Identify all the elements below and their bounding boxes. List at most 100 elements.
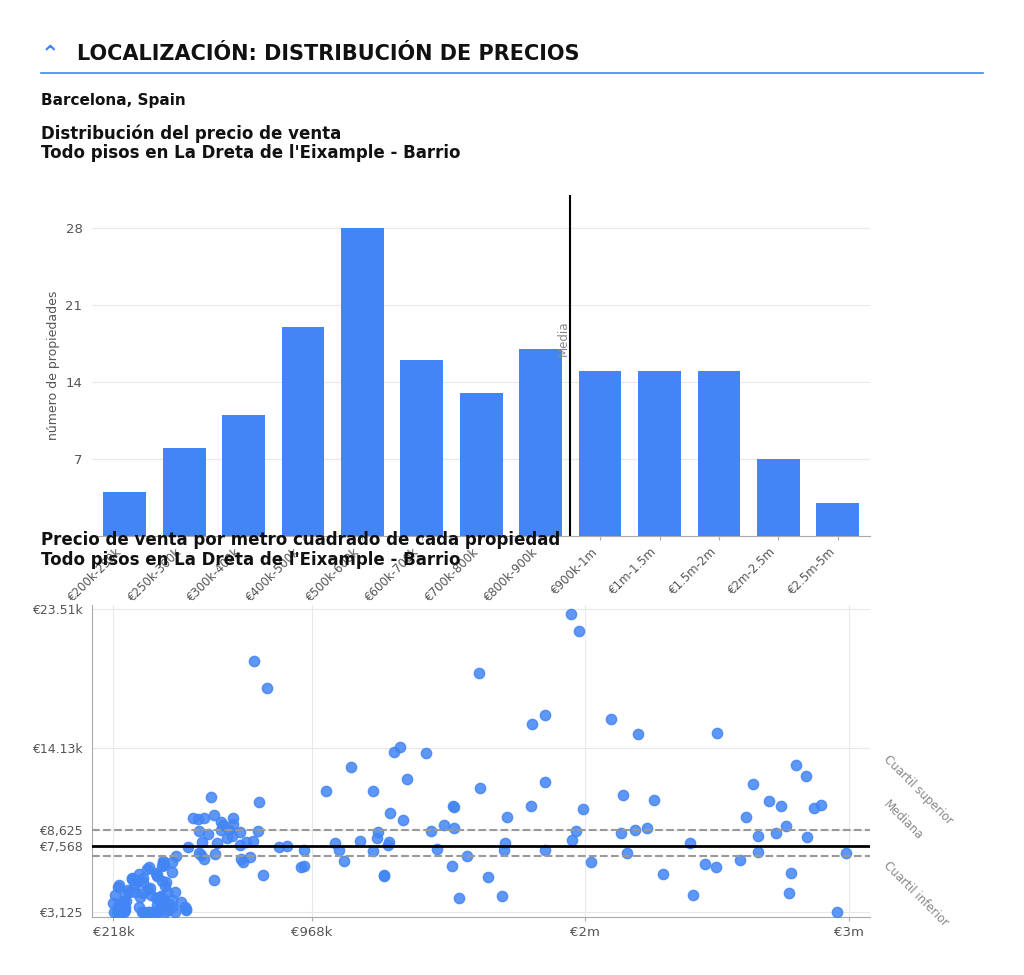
Point xyxy=(157,904,173,919)
Point xyxy=(207,846,223,862)
Point xyxy=(317,783,334,799)
Point xyxy=(242,849,258,865)
Point xyxy=(443,858,460,874)
Point xyxy=(156,853,172,869)
Bar xyxy=(638,371,681,536)
Point xyxy=(418,746,434,761)
Point xyxy=(126,879,142,895)
Point xyxy=(190,824,207,839)
Point xyxy=(798,768,814,784)
Point xyxy=(245,833,261,848)
Point xyxy=(568,823,585,838)
Point xyxy=(613,826,630,841)
Point xyxy=(203,790,219,805)
Point xyxy=(523,716,540,731)
Point xyxy=(603,712,620,727)
Point xyxy=(138,861,155,877)
Point xyxy=(164,899,180,915)
Point xyxy=(155,855,171,871)
Point xyxy=(627,822,643,838)
Point xyxy=(234,854,251,870)
Text: ⌃: ⌃ xyxy=(41,44,59,64)
Text: Distribución del precio de venta: Distribución del precio de venta xyxy=(41,125,341,143)
Point xyxy=(522,799,539,814)
Point xyxy=(279,838,295,854)
Point xyxy=(780,885,797,901)
Point xyxy=(750,829,766,844)
Point xyxy=(750,844,766,860)
Point xyxy=(131,899,147,915)
Point xyxy=(630,726,646,742)
Point xyxy=(223,828,240,843)
Point xyxy=(200,827,216,842)
Point xyxy=(382,805,398,821)
Point xyxy=(445,820,462,836)
Point xyxy=(126,872,142,887)
Point xyxy=(499,809,515,825)
Point xyxy=(167,904,183,919)
Point xyxy=(190,811,207,827)
Point xyxy=(614,787,631,802)
Point xyxy=(255,868,271,883)
Point xyxy=(239,835,255,850)
Point xyxy=(221,822,238,838)
Point xyxy=(813,798,829,813)
Point xyxy=(120,882,136,898)
Point xyxy=(471,665,487,681)
Point xyxy=(116,893,132,909)
Point xyxy=(157,878,173,894)
Point xyxy=(472,780,488,796)
Point xyxy=(391,740,408,756)
Point xyxy=(685,887,701,903)
Point xyxy=(108,887,124,903)
Point xyxy=(575,801,592,817)
Point xyxy=(206,807,222,823)
Point xyxy=(459,848,475,864)
Point xyxy=(141,859,158,875)
Point xyxy=(109,904,125,919)
Point xyxy=(336,853,352,869)
Point xyxy=(218,831,234,846)
Text: Cuartil superior: Cuartil superior xyxy=(881,753,955,828)
Point xyxy=(160,902,176,917)
Text: LOCALIZACIÓN: DISTRIBUCIÓN DE PRECIOS: LOCALIZACIÓN: DISTRIBUCIÓN DE PRECIOS xyxy=(77,44,580,64)
Point xyxy=(564,833,581,848)
Point xyxy=(111,904,127,919)
Point xyxy=(646,793,663,808)
Point xyxy=(639,820,655,836)
Bar xyxy=(816,503,859,536)
Point xyxy=(155,891,171,907)
Point xyxy=(195,834,211,849)
Point xyxy=(231,825,248,840)
Point xyxy=(197,810,213,826)
Point xyxy=(206,873,222,888)
Point xyxy=(126,883,142,899)
Point xyxy=(708,859,724,875)
Point xyxy=(537,707,553,722)
Point xyxy=(134,885,151,901)
Point xyxy=(167,884,183,900)
Point xyxy=(250,824,266,839)
Point xyxy=(436,817,453,833)
Text: Todo pisos en La Dreta de l'Eixample - Barrio: Todo pisos en La Dreta de l'Eixample - B… xyxy=(41,144,461,162)
Point xyxy=(110,879,126,895)
Bar xyxy=(163,448,206,536)
Point xyxy=(185,810,202,826)
Point xyxy=(231,838,248,853)
Text: Cuartil inferior: Cuartil inferior xyxy=(881,859,951,929)
Text: Barcelona, Spain: Barcelona, Spain xyxy=(41,93,185,107)
Point xyxy=(655,867,672,882)
Bar xyxy=(519,349,562,536)
Point xyxy=(168,848,184,864)
Text: Media: Media xyxy=(557,321,569,356)
Point xyxy=(190,845,207,861)
Point xyxy=(331,842,347,858)
Point xyxy=(744,776,761,792)
Point xyxy=(150,904,166,919)
Point xyxy=(154,858,170,874)
Point xyxy=(215,817,231,833)
Point xyxy=(452,890,468,906)
Point xyxy=(296,842,312,858)
Bar xyxy=(282,327,325,536)
Point xyxy=(156,857,172,873)
